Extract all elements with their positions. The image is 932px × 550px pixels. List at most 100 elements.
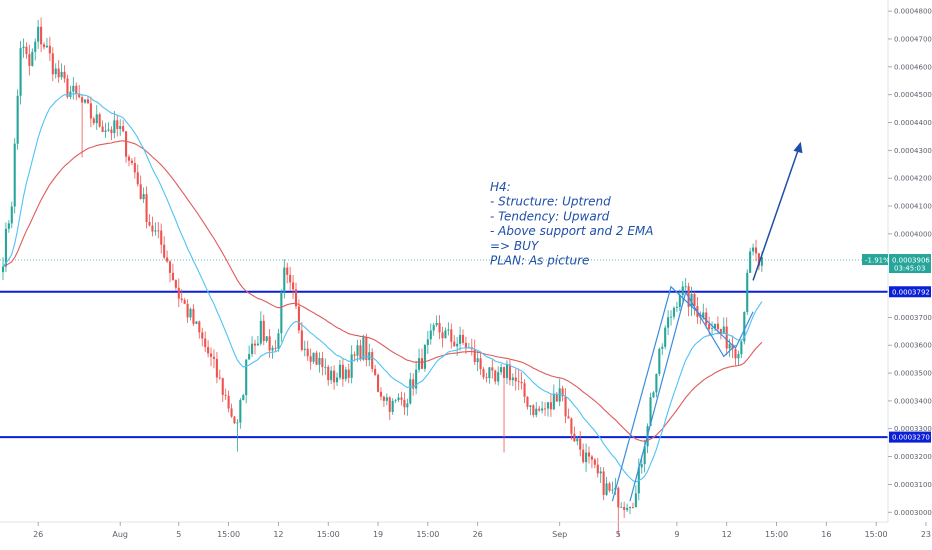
candle-body bbox=[743, 311, 746, 342]
candle-body bbox=[476, 358, 479, 363]
candle-body bbox=[34, 41, 37, 52]
candle-body bbox=[649, 397, 652, 427]
candle bbox=[256, 335, 259, 346]
candle bbox=[444, 327, 447, 339]
candle bbox=[78, 84, 81, 99]
candle bbox=[479, 352, 482, 376]
candle bbox=[350, 345, 353, 384]
candle bbox=[133, 156, 136, 179]
candle-body bbox=[98, 114, 101, 127]
candle-body bbox=[608, 483, 611, 491]
candle-body bbox=[297, 306, 300, 331]
candle bbox=[37, 19, 40, 49]
candle bbox=[81, 94, 84, 158]
candle bbox=[327, 364, 330, 386]
candle-body bbox=[535, 408, 538, 416]
price-change-tag bbox=[862, 254, 888, 266]
candle-body bbox=[690, 294, 693, 307]
candle bbox=[207, 340, 210, 358]
candle-body bbox=[760, 257, 763, 266]
candle bbox=[435, 315, 438, 327]
candle bbox=[432, 322, 435, 336]
candle-body bbox=[83, 99, 87, 103]
candle bbox=[86, 95, 90, 104]
candle bbox=[236, 419, 239, 452]
candle-body bbox=[529, 405, 532, 407]
annotation-line: H4: bbox=[490, 180, 511, 194]
candle-body bbox=[669, 316, 673, 318]
candle bbox=[101, 120, 104, 133]
candle-body bbox=[620, 507, 623, 508]
candle bbox=[34, 38, 37, 61]
candle-body bbox=[163, 244, 166, 258]
candle bbox=[251, 336, 254, 358]
candle-body bbox=[523, 383, 526, 397]
candle-body bbox=[113, 120, 116, 134]
candle-body bbox=[658, 348, 661, 374]
candle bbox=[502, 366, 506, 453]
candle bbox=[25, 42, 28, 59]
candle-body bbox=[233, 416, 236, 424]
y-tick-label: 0.0004500 bbox=[894, 91, 932, 99]
candle-body bbox=[391, 400, 394, 412]
candle-body bbox=[385, 397, 388, 401]
candle bbox=[248, 345, 251, 360]
candle-body bbox=[602, 471, 605, 495]
candle bbox=[280, 289, 283, 342]
candle bbox=[514, 368, 517, 391]
candle-body bbox=[215, 358, 218, 378]
candle-body bbox=[242, 395, 245, 400]
candle bbox=[209, 347, 213, 367]
candle-body bbox=[672, 307, 676, 317]
candle bbox=[110, 126, 113, 141]
candle bbox=[453, 335, 456, 347]
candle-body bbox=[81, 97, 84, 103]
x-tick-label: 15:00 bbox=[765, 530, 788, 539]
candle bbox=[321, 351, 324, 376]
candle bbox=[107, 122, 110, 132]
candle bbox=[529, 405, 532, 416]
candle-body bbox=[92, 118, 95, 124]
x-tick-label: Aug bbox=[112, 530, 128, 539]
candle bbox=[89, 96, 92, 128]
candle-body bbox=[183, 300, 186, 304]
candle-body bbox=[201, 332, 204, 339]
candle-body bbox=[376, 374, 380, 392]
candle bbox=[359, 339, 362, 362]
candle bbox=[13, 138, 16, 214]
candle bbox=[224, 388, 227, 400]
candle bbox=[734, 348, 737, 366]
y-tick-label: 0.0004400 bbox=[894, 119, 932, 127]
candle bbox=[617, 486, 620, 536]
candle-body bbox=[412, 379, 415, 389]
candle bbox=[306, 340, 309, 361]
support-price-tag bbox=[889, 431, 931, 443]
candle-body bbox=[309, 356, 312, 362]
candle bbox=[623, 501, 626, 518]
candle-body bbox=[300, 330, 303, 350]
candle-body bbox=[737, 354, 740, 359]
candle-body bbox=[546, 402, 550, 409]
candles bbox=[1, 17, 763, 536]
candle-body bbox=[754, 247, 758, 254]
candle-body bbox=[303, 348, 306, 350]
candle-body bbox=[251, 343, 254, 355]
candle bbox=[371, 348, 374, 373]
candle-body bbox=[321, 357, 324, 368]
candle bbox=[412, 373, 415, 396]
y-tick-label: 0.0003100 bbox=[894, 481, 932, 489]
candle-body bbox=[716, 323, 719, 330]
candle bbox=[4, 222, 7, 273]
candle-body bbox=[78, 93, 81, 98]
candle-body bbox=[333, 370, 336, 383]
candle bbox=[555, 392, 558, 402]
candle-body bbox=[133, 162, 136, 173]
candle-body bbox=[508, 364, 511, 381]
candle-body bbox=[110, 129, 113, 134]
candle bbox=[1, 257, 5, 280]
candle-body bbox=[107, 129, 110, 131]
candle-body bbox=[418, 358, 421, 370]
candle bbox=[388, 396, 391, 421]
candle bbox=[391, 398, 394, 415]
candle bbox=[51, 47, 54, 82]
